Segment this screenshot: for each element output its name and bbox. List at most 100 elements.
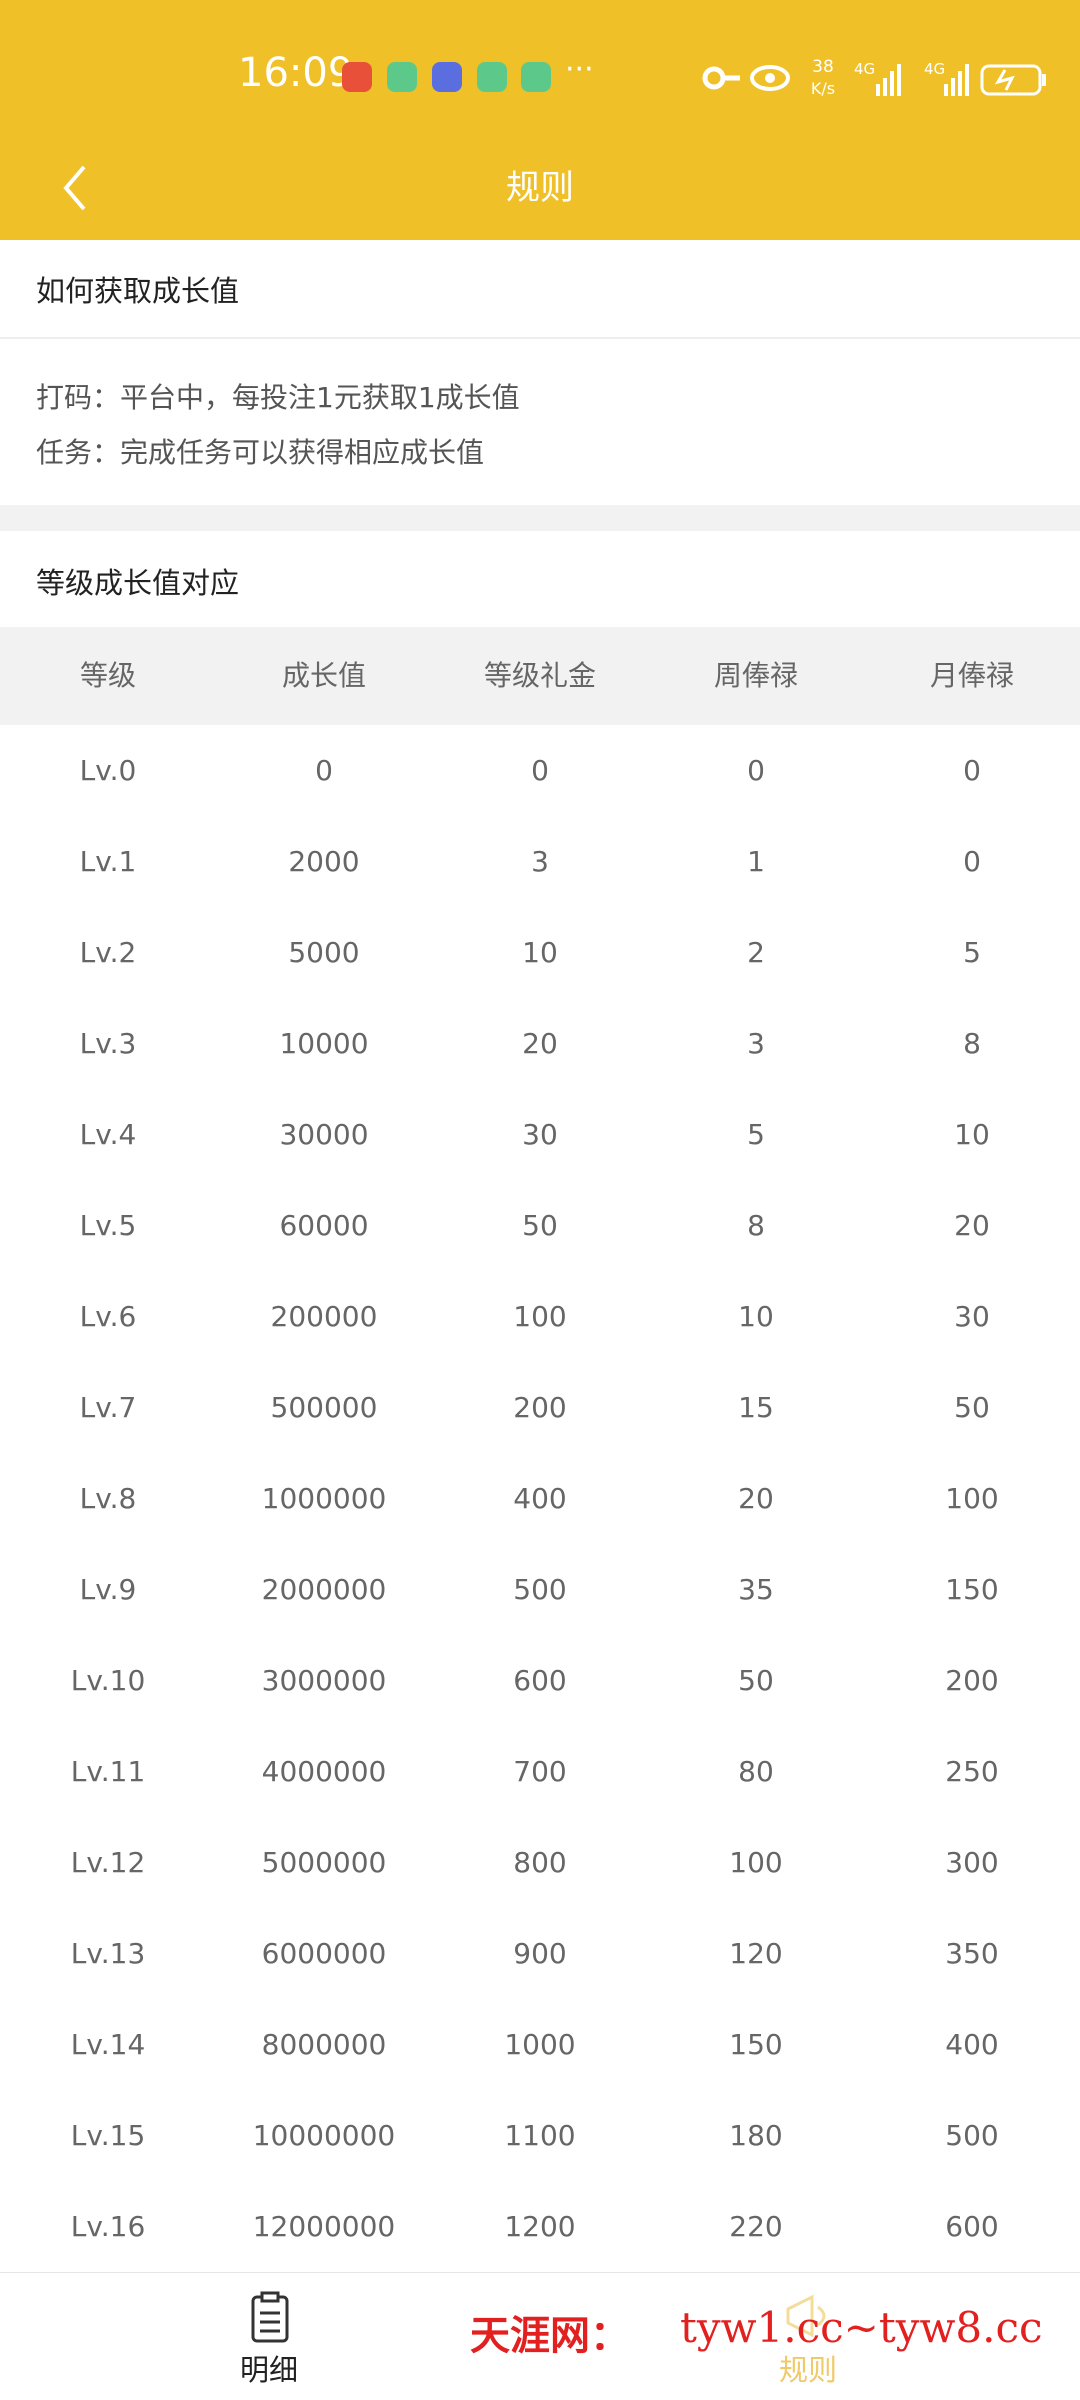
table-cell: 10 [738, 1300, 774, 1333]
table-cell: 10000000 [252, 2119, 396, 2152]
table-cell: 0 [531, 754, 549, 787]
table-cell: 10 [954, 1118, 990, 1151]
table-row: Lv.12 5000000 800 100 300 [0, 1817, 1080, 1908]
table-cell: 100 [945, 1482, 999, 1515]
page-title: 规则 [506, 168, 574, 208]
table-cell: Lv.4 [79, 1118, 137, 1151]
table-cell: 5000000 [261, 1846, 387, 1879]
table-cell: 0 [963, 754, 981, 787]
column-header: 周俸禄 [713, 659, 798, 692]
table-cell: Lv.1 [79, 845, 137, 878]
table-cell: 60000 [279, 1209, 369, 1242]
table-cell: 80 [738, 1755, 774, 1788]
table-row: Lv.5 60000 50 8 20 [0, 1180, 1080, 1271]
column-header: 成长值 [281, 659, 366, 692]
table-row: Lv.10 3000000 600 50 200 [0, 1635, 1080, 1726]
table-cell: 500 [945, 2119, 999, 2152]
table-cell: Lv.7 [79, 1391, 137, 1424]
table-cell: 400 [513, 1482, 567, 1515]
table-cell: 150 [945, 1573, 999, 1606]
table-cell: 30 [522, 1118, 558, 1151]
table-row: Lv.2 5000 10 2 5 [0, 907, 1080, 998]
table-cell: 3 [747, 1027, 765, 1060]
rules-icon [786, 2294, 826, 2338]
app-icon [521, 62, 551, 92]
table-cell: Lv.2 [79, 936, 137, 969]
table-row: Lv.14 8000000 1000 150 400 [0, 1999, 1080, 2090]
table-cell: 900 [513, 1937, 567, 1970]
table-cell: 500000 [270, 1391, 378, 1424]
net-speed: 38 [812, 58, 834, 77]
table-cell: 350 [945, 1937, 999, 1970]
table-cell: 5 [963, 936, 981, 969]
table-cell: 400 [945, 2028, 999, 2061]
table-cell: 100 [513, 1300, 567, 1333]
table-cell: Lv.11 [70, 1755, 146, 1788]
table-cell: 6000000 [261, 1937, 387, 1970]
table-cell: 1000000 [261, 1482, 387, 1515]
table-cell: 3000000 [261, 1664, 387, 1697]
table-cell: 2 [747, 936, 765, 969]
watermark-urls: tyw1.cc~tyw8.cc [680, 2303, 1043, 2352]
table-cell: 35 [738, 1573, 774, 1606]
app-icon [387, 62, 417, 92]
table-row: Lv.11 4000000 700 80 250 [0, 1726, 1080, 1817]
network-type: 4G [924, 60, 945, 78]
table-cell: 1200 [504, 2210, 576, 2243]
table-cell: 8 [747, 1209, 765, 1242]
table-row: Lv.4 30000 30 5 10 [0, 1089, 1080, 1180]
table-cell: 50 [738, 1664, 774, 1697]
table-cell: Lv.15 [70, 2119, 146, 2152]
table-cell: 600 [945, 2210, 999, 2243]
table-cell: Lv.16 [70, 2210, 146, 2243]
section-title: 等级成长值对应 [36, 566, 240, 600]
table-row: Lv.3 10000 20 3 8 [0, 998, 1080, 1089]
table-cell: 20 [738, 1482, 774, 1515]
tab-label[interactable]: 规则 [778, 2353, 837, 2387]
rule-line: 任务：完成任务可以获得相应成长值 [36, 436, 485, 469]
table-row: Lv.13 6000000 900 120 350 [0, 1908, 1080, 1999]
table-cell: 5000 [288, 936, 360, 969]
tab-label[interactable]: 明细 [239, 2353, 298, 2387]
detail-icon [251, 2291, 289, 2343]
section-title: 如何获取成长值 [36, 274, 240, 308]
table-cell: 10000 [279, 1027, 369, 1060]
table-row: Lv.6 200000 100 10 30 [0, 1271, 1080, 1362]
table-row: Lv.15 10000000 1100 180 500 [0, 2090, 1080, 2181]
table-cell: 12000000 [252, 2210, 396, 2243]
table-cell: 1100 [504, 2119, 576, 2152]
status-icons: 38 K/s 4G 4G [702, 58, 1046, 98]
table-cell: 200 [513, 1391, 567, 1424]
table-cell: 0 [747, 754, 765, 787]
table-row: Lv.9 2000000 500 35 150 [0, 1544, 1080, 1635]
table-cell: 20 [954, 1209, 990, 1242]
table-cell: 700 [513, 1755, 567, 1788]
table-cell: 10 [522, 936, 558, 969]
table-cell: 2000 [288, 845, 360, 878]
table-cell: Lv.6 [79, 1300, 137, 1333]
table-cell: 5 [747, 1118, 765, 1151]
divider [0, 337, 1080, 339]
table-cell: 15 [738, 1391, 774, 1424]
table-cell: 3 [531, 845, 549, 878]
more-icon: ··· [565, 52, 594, 87]
table-cell: 250 [945, 1755, 999, 1788]
tab-bar: 明细 规则 天涯网： tyw1.cc~tyw8.cc [0, 2272, 1080, 2400]
table-cell: 8000000 [261, 2028, 387, 2061]
table-cell: Lv.8 [79, 1482, 137, 1515]
table-cell: 220 [729, 2210, 783, 2243]
table-cell: Lv.13 [70, 1937, 146, 1970]
table-cell: 30000 [279, 1118, 369, 1151]
app-icon [432, 62, 462, 92]
column-header: 等级 [79, 659, 136, 692]
table-cell: 4000000 [261, 1755, 387, 1788]
table-row: Lv.16 12000000 1200 220 600 [0, 2181, 1080, 2272]
app-icon [342, 62, 372, 92]
table-row: Lv.0 0 0 0 0 [0, 725, 1080, 816]
back-button[interactable] [60, 163, 90, 213]
watermark-site: 天涯网： [470, 2312, 630, 2359]
table-cell: 300 [945, 1846, 999, 1879]
network-type: 4G [854, 60, 875, 78]
rule-line: 打码：平台中，每投注1元获取1成长值 [36, 381, 520, 414]
